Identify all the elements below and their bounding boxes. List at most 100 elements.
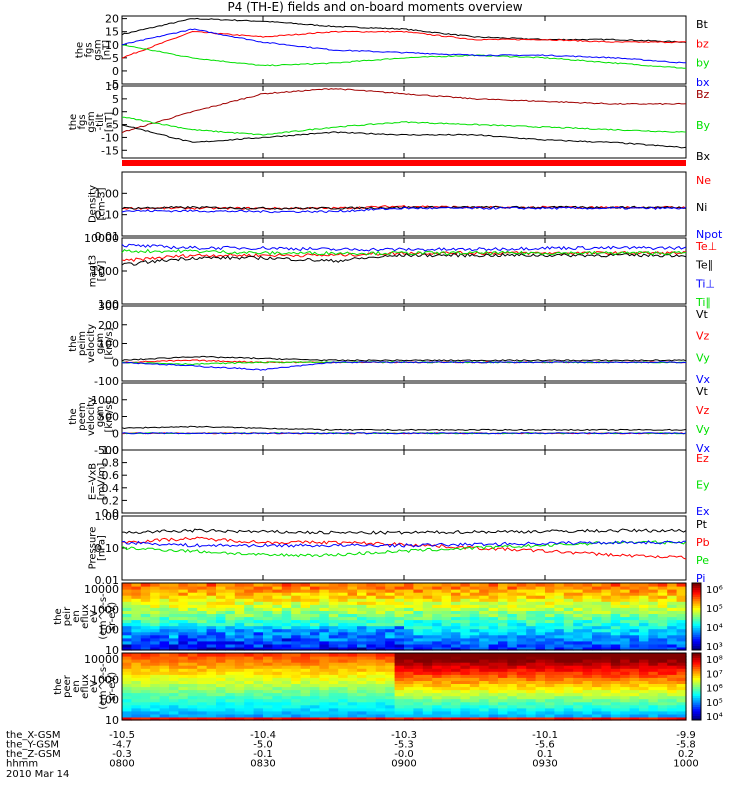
spectrogram-cell	[582, 668, 593, 672]
spectrogram-cell	[479, 710, 490, 715]
spectrogram-cell	[413, 628, 424, 633]
spectrogram-cell	[338, 643, 349, 648]
spectrogram-cell	[535, 604, 546, 608]
spectrogram-cell	[263, 686, 273, 691]
spectrogram-cell	[422, 698, 433, 703]
spectrogram-cell	[413, 583, 424, 587]
spectrogram-cell	[169, 695, 179, 700]
spectrogram-cell	[206, 616, 217, 621]
spectrogram-cell	[610, 640, 621, 645]
spectrogram-cell	[582, 613, 593, 618]
series-line	[121, 425, 687, 431]
spectrogram-cell	[310, 604, 320, 608]
spectrogram-cell	[563, 631, 574, 636]
spectrogram-cell	[131, 589, 142, 593]
spectrogram-cell	[610, 713, 621, 718]
spectrogram-cell	[310, 683, 320, 688]
spectrogram-cell	[385, 589, 396, 593]
spectrogram-cell	[648, 686, 659, 691]
spectrogram-cell	[610, 665, 621, 669]
y-tick-label: 0.4	[102, 482, 120, 495]
spectrogram-cell	[150, 616, 161, 621]
spectrogram-cell	[225, 598, 236, 602]
spectrogram-cell	[657, 583, 668, 587]
spectrogram-cell	[582, 625, 593, 630]
spectrogram-cell	[394, 698, 405, 703]
spectrogram-cell	[460, 616, 471, 621]
spectrogram-cell	[554, 686, 565, 691]
spectrogram-cell	[357, 631, 367, 636]
spectrogram-cell	[404, 595, 414, 599]
y-axis-label: [km/s]	[104, 400, 115, 432]
spectrogram-cell	[234, 598, 245, 602]
spectrogram-cell	[498, 665, 508, 669]
spectrogram-cell	[244, 592, 255, 596]
spectrogram-cell	[413, 704, 424, 709]
spectrogram-cell	[535, 662, 546, 666]
spectrogram-cell	[122, 616, 132, 621]
spectrogram-cell	[169, 689, 179, 694]
spectrogram-cell	[592, 640, 602, 645]
spectrogram-cell	[610, 704, 621, 709]
spectrogram-cell	[122, 622, 132, 627]
spectrogram-cell	[563, 671, 574, 675]
spectrogram-cell	[234, 713, 245, 718]
spectrogram-cell	[535, 640, 546, 645]
spectrogram-cell	[159, 583, 170, 587]
spectrogram-cell	[244, 637, 255, 642]
spectrogram-cell	[488, 674, 499, 678]
spectrogram-cell	[469, 643, 480, 648]
y-tick-label: 10000	[84, 232, 119, 245]
spectrogram-cell	[291, 647, 302, 651]
spectrogram-cell	[206, 695, 217, 700]
spectrogram-cell	[554, 674, 565, 678]
spectrogram-cell	[657, 637, 668, 642]
spectrogram-cell	[357, 589, 367, 593]
y-tick-label: 100	[98, 338, 119, 351]
spectrogram-cell	[225, 601, 236, 605]
spectrogram-cell	[197, 674, 208, 678]
spectrogram-cell	[328, 710, 339, 715]
spectrogram-cell	[451, 710, 461, 715]
colorbar-frame	[691, 652, 702, 721]
spectrogram-cell	[206, 717, 217, 721]
colorbar-cell	[692, 686, 701, 690]
spectrogram-cell	[535, 637, 546, 642]
spectrogram-cell	[620, 671, 631, 675]
spectrogram-cell	[291, 607, 302, 611]
spectrogram-cell	[469, 604, 480, 608]
spectrogram-cell	[441, 704, 452, 709]
spectrogram-cell	[338, 659, 349, 663]
spectrogram-cell	[404, 598, 414, 602]
spectrogram-cell	[122, 631, 132, 636]
colorbar-cell	[692, 632, 701, 635]
spectrogram-cell	[291, 713, 302, 718]
spectrogram-cell	[413, 625, 424, 630]
spectrogram-cell	[610, 586, 621, 590]
spectrogram-cell	[535, 628, 546, 633]
spectrogram-cell	[357, 592, 367, 596]
spectrogram-cell	[375, 604, 386, 608]
spectrogram-cell	[328, 604, 339, 608]
spectrogram-cell	[178, 613, 189, 618]
spectrogram-cell	[657, 665, 668, 669]
spectrogram-cell	[629, 662, 640, 666]
spectrogram-cell	[310, 610, 320, 614]
spectrogram-cell	[573, 707, 584, 712]
spectrogram-cell	[563, 592, 574, 596]
spectrogram-cell	[667, 698, 678, 703]
spectrogram-cell	[479, 677, 490, 681]
spectrogram-cell	[554, 647, 565, 651]
spectrogram-cell	[432, 695, 443, 700]
spectrogram-cell	[610, 662, 621, 666]
spectrogram-cell	[479, 674, 490, 678]
spectrogram-cell	[592, 717, 602, 721]
spectrogram-cell	[272, 707, 283, 712]
spectrogram-cell	[601, 701, 612, 706]
spectrogram-cell	[676, 601, 687, 605]
spectrogram-cell	[488, 619, 499, 624]
spectrogram-cell	[413, 713, 424, 718]
spectrogram-cell	[300, 637, 311, 642]
spectrogram-cell	[244, 662, 255, 666]
spectrogram-cell	[338, 707, 349, 712]
